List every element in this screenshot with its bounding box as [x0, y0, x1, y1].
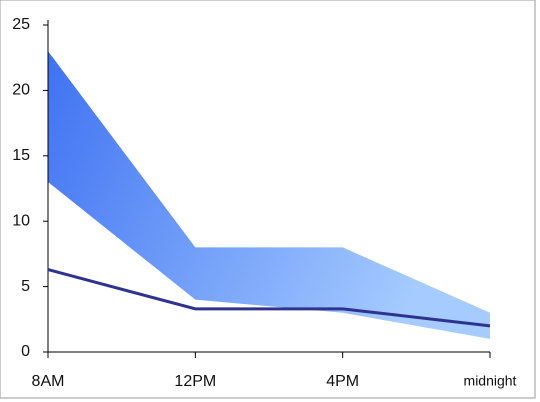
x-tick-label: 4PM	[326, 373, 359, 390]
y-tick-label: 5	[21, 278, 30, 295]
y-tick-label: 25	[12, 16, 30, 33]
x-tick-label: 12PM	[174, 373, 216, 390]
line	[47, 268, 491, 328]
y-tick-label: 0	[21, 343, 30, 360]
x-tick-label: 8AM	[32, 373, 65, 390]
band-area	[48, 51, 490, 339]
y-tick-label: 20	[12, 82, 30, 99]
y-tick-label: 15	[12, 147, 30, 164]
y-tick-label: 10	[12, 212, 30, 229]
x-tick-label: midnight	[464, 373, 517, 389]
